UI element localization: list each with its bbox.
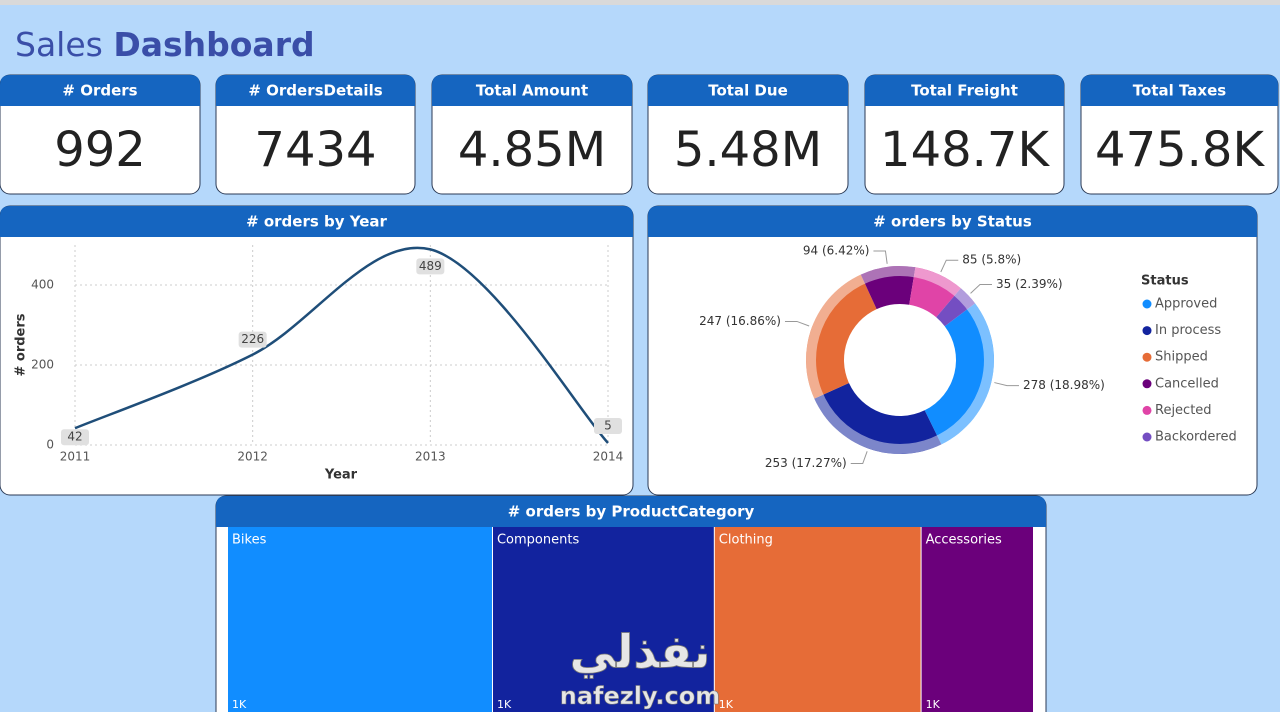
data-label: 5 — [604, 419, 612, 433]
x-tick-label: 2011 — [60, 450, 91, 464]
legend-label: Backordered — [1155, 430, 1237, 445]
kpi-card-title: Total Taxes — [1133, 82, 1226, 100]
treemap-tile — [228, 527, 492, 712]
treemap-tile — [921, 527, 1033, 712]
y-tick-label: 200 — [31, 358, 54, 372]
tile-label: Bikes — [232, 533, 267, 548]
treemap-chart-title: # orders by ProductCategory — [508, 503, 755, 521]
data-label: 226 — [241, 332, 264, 346]
watermark-arabic: نفذلي — [570, 625, 711, 679]
tile-value: 1K — [926, 698, 941, 711]
treemap-tile — [714, 527, 921, 712]
kpi-card-title: Total Freight — [911, 82, 1018, 100]
legend-label: Cancelled — [1155, 376, 1219, 391]
tile-label: Clothing — [719, 533, 773, 548]
data-label: 247 (16.86%) — [699, 314, 781, 328]
kpi-value: 475.8K — [1095, 122, 1265, 178]
data-label: 489 — [419, 259, 442, 273]
legend-marker — [1142, 299, 1152, 309]
data-label: 42 — [67, 430, 82, 444]
tile-label: Accessories — [926, 533, 1002, 548]
data-label: 253 (17.27%) — [765, 456, 847, 470]
leader-line — [994, 382, 1019, 387]
legend-marker — [1142, 326, 1152, 336]
tile-value: 1K — [497, 698, 512, 711]
data-label: 278 (18.98%) — [1023, 378, 1105, 392]
kpi-value: 4.85M — [458, 122, 606, 178]
data-label-box — [416, 258, 445, 275]
legend-title: Status — [1141, 274, 1189, 289]
legend-label: In process — [1155, 323, 1221, 338]
legend-marker — [1142, 405, 1152, 415]
data-label: 85 (5.8%) — [962, 253, 1021, 267]
y-tick-label: 400 — [31, 278, 54, 292]
leader-line — [970, 283, 992, 294]
kpi-card-title: # OrdersDetails — [248, 82, 382, 100]
kpi-card-header — [648, 75, 848, 106]
kpi-value: 5.48M — [674, 122, 822, 178]
donut-chart-title: # orders by Status — [873, 213, 1032, 231]
leader-line — [850, 451, 868, 465]
kpi-value: 148.7K — [880, 122, 1050, 178]
donut-chart-header — [648, 206, 1257, 237]
treemap-chart-header — [216, 496, 1046, 527]
data-label-box — [594, 418, 622, 434]
legend-label: Rejected — [1155, 403, 1212, 418]
tile-value: 1K — [719, 698, 734, 711]
donut-slice — [909, 267, 961, 318]
tile-value: 1K — [232, 698, 247, 711]
donut-highlight — [806, 266, 994, 454]
watermark-latin: nafezly.com — [560, 682, 720, 710]
kpi-card-header — [0, 75, 200, 106]
kpi-value: 7434 — [254, 122, 376, 178]
legend-label: Shipped — [1155, 350, 1208, 365]
data-label: 94 (6.42%) — [803, 243, 870, 257]
title-bold: Dashboard — [113, 25, 314, 64]
data-label-box — [238, 331, 267, 348]
legend-marker — [1142, 379, 1152, 389]
y-axis-label: # orders — [14, 313, 29, 376]
top-strip — [0, 0, 1280, 5]
leader-line — [940, 259, 959, 273]
leader-line — [784, 320, 810, 327]
data-label-box — [61, 429, 89, 446]
page-title: Sales Dashboard — [15, 25, 315, 64]
kpi-card-header — [432, 75, 632, 106]
line-chart-title: # orders by Year — [246, 213, 387, 231]
treemap-tile — [492, 527, 714, 712]
kpi-card-header — [216, 75, 415, 106]
donut-slice — [805, 274, 877, 399]
kpi-card-header — [865, 75, 1064, 106]
tile-label: Components — [497, 533, 579, 548]
kpi-card-title: Total Due — [708, 82, 788, 100]
kpi-card-title: # Orders — [62, 82, 137, 100]
line-chart-header — [0, 206, 633, 237]
y-tick-label: 0 — [46, 438, 54, 452]
x-tick-label: 2013 — [415, 450, 446, 464]
line — [74, 246, 609, 444]
legend-marker — [1142, 432, 1152, 442]
donut-slice — [924, 303, 994, 445]
legend-marker — [1142, 352, 1152, 362]
x-tick-label: 2014 — [593, 450, 624, 464]
x-axis-label: Year — [324, 468, 358, 483]
donut-slice — [936, 288, 976, 327]
leader-line — [873, 250, 888, 264]
donut-slice — [814, 383, 942, 454]
kpi-card-header — [1081, 75, 1278, 106]
donut-slice — [860, 266, 916, 310]
kpi-card-title: Total Amount — [476, 82, 588, 100]
legend-label: Approved — [1155, 297, 1217, 312]
title-light: Sales — [15, 25, 103, 64]
x-tick-label: 2012 — [237, 450, 268, 464]
kpi-value: 992 — [54, 122, 146, 178]
data-label: 35 (2.39%) — [996, 277, 1063, 291]
